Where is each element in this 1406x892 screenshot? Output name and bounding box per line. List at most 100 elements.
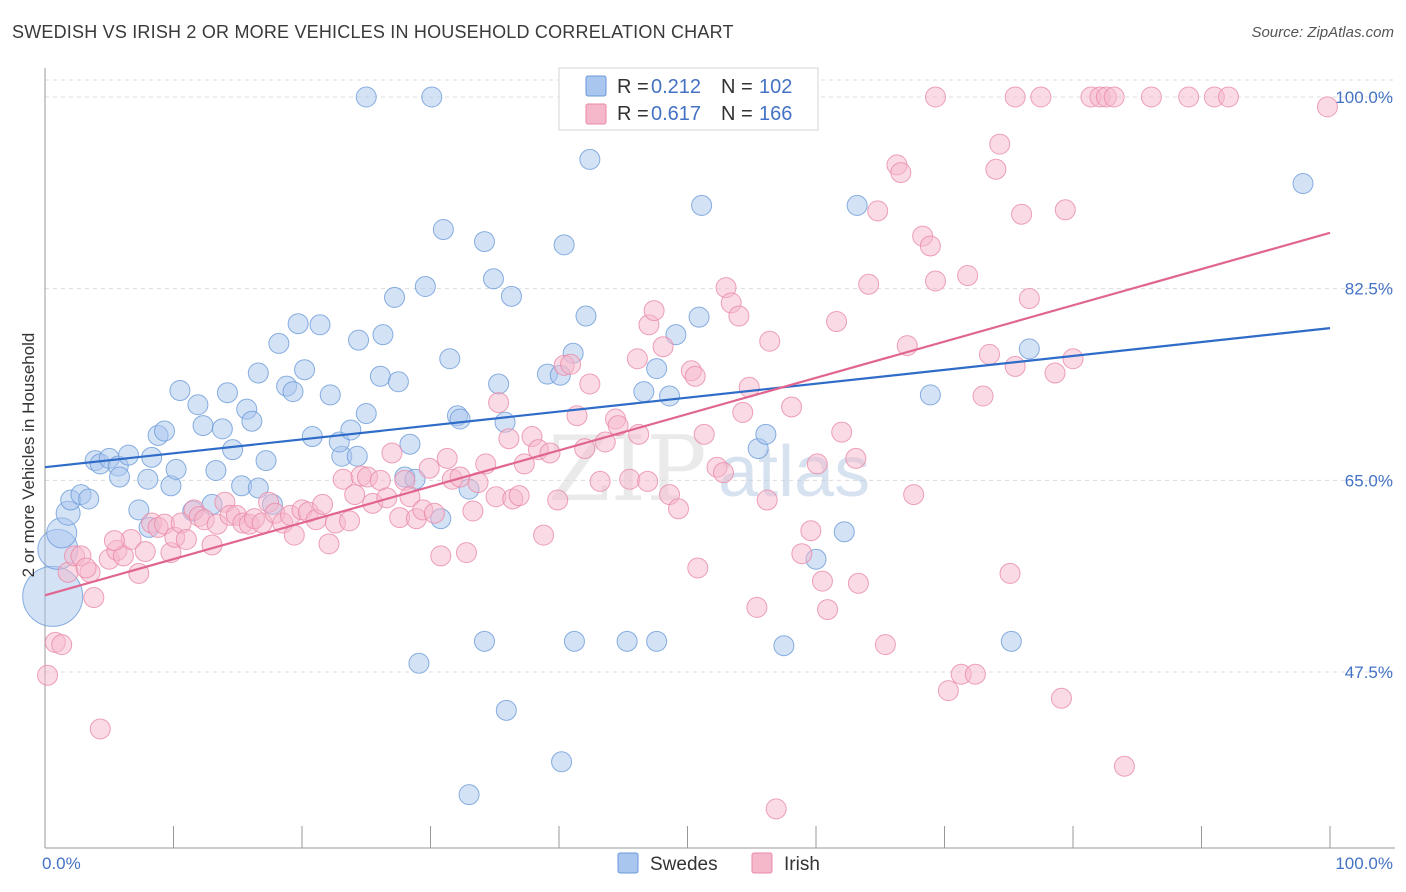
swedes-point-61: [439, 348, 461, 370]
swedes-point-18: [154, 420, 176, 442]
irish-point-61: [430, 545, 452, 567]
swedes-point-77: [646, 358, 668, 380]
irish-point-156: [1140, 86, 1162, 108]
swedes-point-43: [319, 384, 341, 406]
irish-point-116: [811, 570, 833, 592]
swedes-point-15: [137, 468, 159, 490]
irish-point-114: [800, 520, 822, 542]
legend-r-value-swedes: 0.212: [651, 76, 701, 98]
swedes-point-26: [205, 459, 227, 481]
swedes-point-32: [241, 410, 263, 432]
irish-point-115: [806, 453, 828, 475]
swedes-point-42: [309, 314, 331, 336]
irish-point-155: [1113, 755, 1135, 777]
irish-point-133: [937, 680, 959, 702]
swedes-point-63: [449, 408, 471, 430]
swedes-point-97: [646, 630, 668, 652]
swedes-point-94: [551, 751, 573, 773]
swedes-point-86: [846, 194, 868, 216]
swedes-point-20: [165, 458, 187, 480]
irish-point-142: [1004, 355, 1026, 377]
legend-r-value-irish: 0.617: [651, 103, 701, 125]
irish-point-110: [759, 330, 781, 352]
swedes-point-67: [488, 373, 510, 395]
legend-swatch-swedes: [585, 75, 607, 97]
irish-point-149: [1054, 199, 1076, 221]
swedes-point-96: [616, 630, 638, 652]
source-label: Source: ZipAtlas.com: [1251, 24, 1394, 41]
axes: [44, 68, 1395, 849]
irish-point-65: [455, 542, 477, 564]
irish-point-21: [175, 528, 197, 550]
irish-point-7: [83, 587, 105, 609]
irish-point-141: [999, 562, 1021, 584]
swedes-point-11: [109, 466, 131, 488]
irish-point-88: [607, 415, 629, 437]
swedes-point-24: [192, 415, 214, 437]
irish-point-145: [1018, 288, 1040, 310]
swedes-point-85: [833, 521, 855, 543]
irish-point-62: [436, 447, 458, 469]
irish-point-71: [498, 428, 520, 450]
irish-point-135: [957, 265, 979, 287]
swedes-point-95: [563, 630, 585, 652]
irish-point-144: [1011, 203, 1033, 225]
irish-point-159: [1217, 86, 1239, 108]
irish-point-148: [1050, 687, 1072, 709]
irish-point-147: [1044, 362, 1066, 384]
swedes-point-29: [222, 439, 244, 461]
chart-title: SWEDISH VS IRISH 2 OR MORE VEHICLES IN H…: [12, 22, 734, 42]
stats-legend: R = 0.212 N = 102 R = 0.617 N = 166: [558, 67, 819, 131]
irish-point-140: [989, 133, 1011, 155]
swedes-point-74: [575, 305, 597, 327]
swedes-point-57: [414, 275, 436, 297]
legend-r-label-swedes: R =: [617, 76, 649, 98]
swedes-point-76: [633, 381, 655, 403]
irish-point-121: [847, 572, 869, 594]
irish-point-161: [75, 557, 97, 579]
irish-point-139: [985, 158, 1007, 180]
y-axis-title: 2 or more Vehicles in Household: [19, 333, 38, 578]
irish-point-105: [728, 305, 750, 327]
irish-point-120: [845, 447, 867, 469]
swedes-point-48: [355, 403, 377, 425]
legend-n-label-swedes: N =: [721, 76, 753, 98]
irish-point-94: [652, 336, 674, 358]
swedes-point-98: [773, 635, 795, 657]
swedes-point-53: [387, 371, 409, 393]
tick-labels: 47.5% 65.0% 82.5% 100.0% 0.0% 100.0%: [42, 88, 1393, 873]
legend-n-label-irish: N =: [721, 103, 753, 125]
swedes-point-101: [346, 445, 368, 467]
swedes-point-40: [294, 359, 316, 381]
swedes-point-38: [282, 381, 304, 403]
irish-point-122: [858, 273, 880, 295]
swedes-point-100: [458, 784, 480, 806]
swedes-point-69: [500, 285, 522, 307]
watermark: ZIP atlas: [548, 417, 870, 522]
swedes-point-27: [211, 418, 233, 440]
swedes-point-83: [755, 423, 777, 445]
irish-point-106: [732, 401, 754, 423]
y-tick-label-1: 65.0%: [1345, 471, 1393, 490]
swedes-point-88: [1018, 338, 1040, 360]
irish-point-77: [533, 524, 555, 546]
swedes-point-52: [384, 286, 406, 308]
swedes-point-51: [372, 324, 394, 346]
irish-point-109: [756, 489, 778, 511]
swedes-point-60: [432, 219, 454, 241]
swedes-point-12: [118, 444, 140, 466]
trendline-swedes: [44, 327, 1331, 469]
irish-point-130: [919, 235, 941, 257]
irish-point-59: [418, 457, 440, 479]
swedes-point-79: [665, 324, 687, 346]
irish-point-162: [103, 530, 125, 552]
irish-point-112: [781, 396, 803, 418]
swedes-point-89: [1292, 173, 1314, 195]
swedes-point-47: [348, 329, 370, 351]
swedes-point-34: [255, 450, 277, 472]
swedes-point-28: [216, 382, 238, 404]
gridlines: [45, 79, 1395, 673]
irish-point-137: [972, 385, 994, 407]
irish-point-73: [508, 485, 530, 507]
